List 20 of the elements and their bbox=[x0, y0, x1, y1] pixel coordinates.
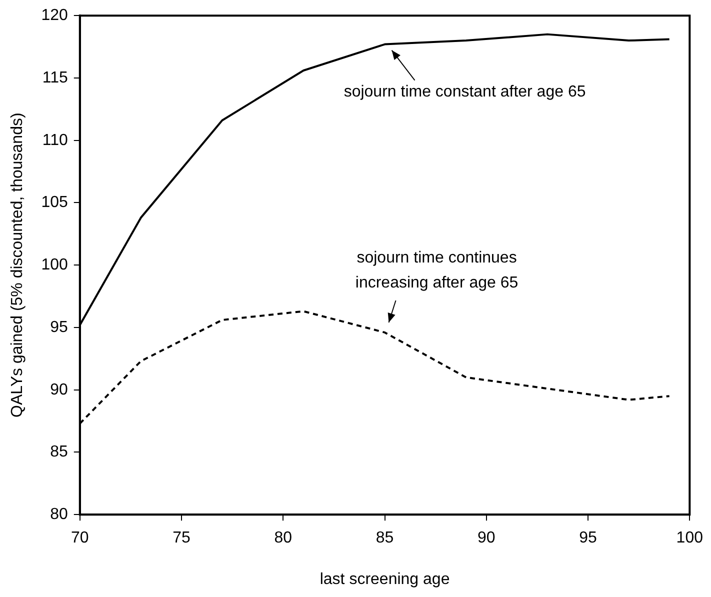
annotation: sojourn time continues increasing after age 65 bbox=[355, 249, 518, 292]
y-axis-title: QALYs gained (5% discounted, thousands) bbox=[9, 112, 26, 418]
x-tick-label: 90 bbox=[478, 530, 496, 547]
x-tick-label: 100 bbox=[676, 530, 704, 547]
y-tick-label: 100 bbox=[41, 256, 68, 274]
x-tick-label: 70 bbox=[70, 530, 89, 547]
y-tick-label: 110 bbox=[42, 132, 68, 149]
y-tick-label: 105 bbox=[41, 194, 68, 212]
x-axis-title: last screening age bbox=[320, 570, 450, 588]
x-tick-label: 80 bbox=[274, 530, 292, 547]
y-tick-label: 90 bbox=[50, 381, 68, 398]
x-tick-label: 75 bbox=[172, 530, 191, 547]
x-tick-label: 95 bbox=[579, 530, 598, 547]
annotation: sojourn time constant after age 65 bbox=[344, 83, 586, 100]
y-tick-label: 80 bbox=[50, 506, 68, 524]
y-tick-label: 115 bbox=[42, 69, 68, 86]
x-tick-label: 85 bbox=[376, 530, 394, 547]
y-tick-label: 85 bbox=[50, 444, 68, 461]
y-tick-label: 120 bbox=[41, 7, 68, 24]
y-tick-label: 95 bbox=[50, 318, 68, 336]
